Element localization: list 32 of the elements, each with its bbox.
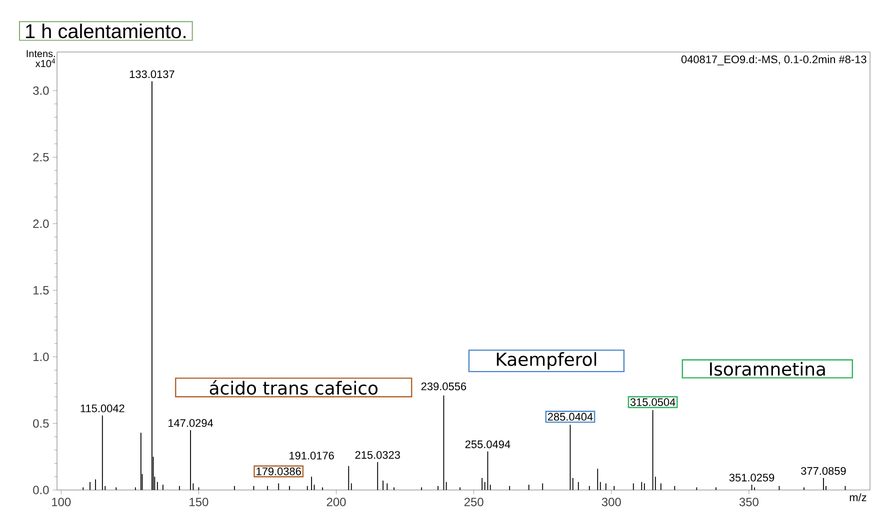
x-tick-label: 300 [602,498,621,506]
x-axis-title: m/z [850,493,866,502]
annotation: 239.0556 [421,382,466,390]
y-tick-label: 1.0 [34,352,49,362]
y-tick-label: 0.5 [33,419,49,428]
annotation: Kaempferol [496,352,596,370]
annotation: 147.0294 [168,419,214,427]
annotation: Isoramnetina [710,362,825,376]
y-tick-label: 2.5 [33,152,49,162]
annotation: 215.0323 [355,451,400,459]
annotation: 285.0404 [548,412,593,421]
y-tick-label: 2.0 [33,220,49,228]
annotation: 255.0494 [465,440,510,448]
y-axis-title: Intens. x10$^{4}$ [26,50,56,68]
y-tick-label: 1.5 [34,286,49,294]
annotation: 377.0859 [801,467,846,475]
x-tick-label: 100 [52,498,71,506]
annotation: 133.0137 [130,70,174,78]
annotation: ácido trans cafeico [210,380,378,395]
x-tick-label: 200 [326,498,346,506]
chart-title: 1 h calentamiento. [26,24,186,38]
x-tick-label: 350 [739,498,758,506]
y-tick-label: 0.0 [33,486,49,494]
annotation: 115.0042 [80,404,124,412]
x-tick-label: 150 [190,498,208,506]
annotation: 179.0386 [256,467,301,476]
annotation: 351.0259 [729,474,774,482]
chart-subtitle: 040817_EO9.d:-MS, 0.1-0.2min #8-13 [681,55,866,66]
annotation: 191.0176 [290,452,334,460]
annotation: 315.0504 [630,398,676,406]
x-tick-label: 250 [464,498,484,506]
y-tick-label: 3.0 [33,86,49,95]
